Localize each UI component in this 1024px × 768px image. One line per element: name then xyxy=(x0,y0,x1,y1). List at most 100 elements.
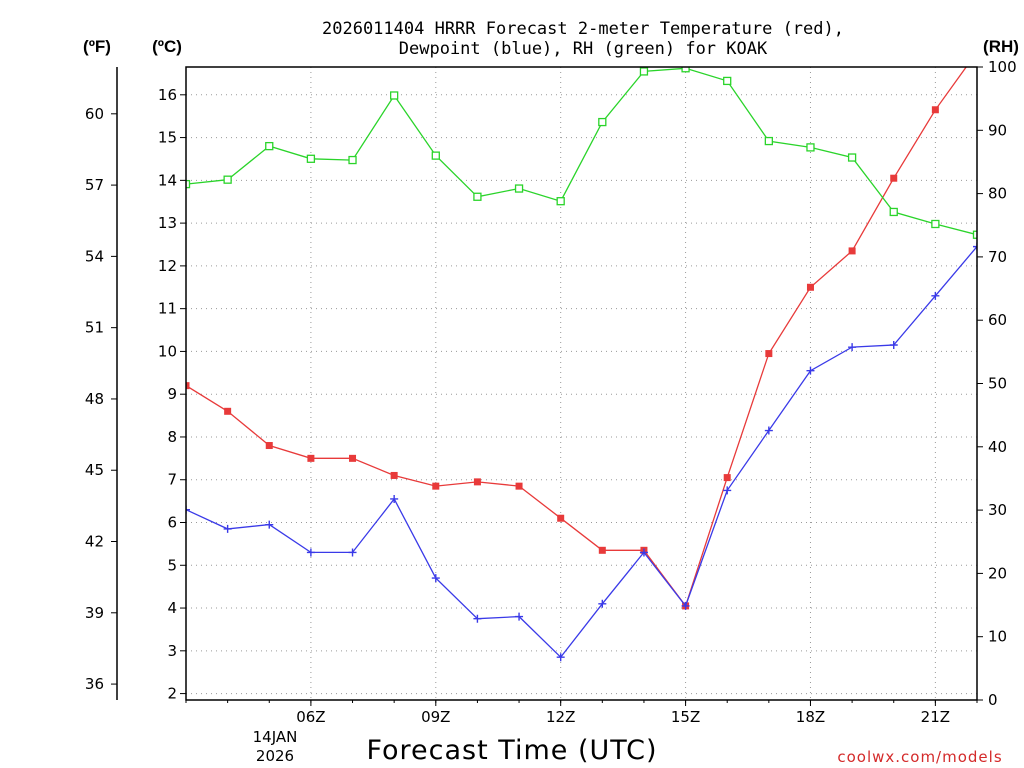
dewpoint-point xyxy=(639,548,648,557)
rh-point xyxy=(265,141,274,151)
celsius-tick-label: 8 xyxy=(167,428,177,446)
rh-point xyxy=(847,153,857,162)
dewpoint-point xyxy=(390,494,399,503)
dewpoint-point xyxy=(598,599,607,608)
plot-frame xyxy=(185,66,978,701)
rh-point xyxy=(681,67,690,73)
rh-unit-label: (RH) xyxy=(983,37,1019,56)
chart-title-line2: Dewpoint (blue), RH (green) for KOAK xyxy=(399,39,768,59)
dewpoint-point xyxy=(723,486,732,495)
date-day-label: 14JAN xyxy=(253,728,298,746)
rh-line xyxy=(186,67,977,236)
fahrenheit-tick-label: 54 xyxy=(85,247,104,265)
temperature-point xyxy=(806,283,814,291)
fahrenheit-tick-label: 45 xyxy=(85,461,104,479)
temperature-point xyxy=(186,382,190,390)
rh-point xyxy=(556,197,565,206)
celsius-tick-label: 3 xyxy=(167,642,177,660)
rh-point xyxy=(598,117,607,127)
temperature-point xyxy=(265,442,273,450)
dewpoint-point xyxy=(473,614,482,623)
rh-point xyxy=(348,155,357,165)
x-tick-label: 06Z xyxy=(296,708,325,726)
rh-point xyxy=(639,67,649,76)
temperature-point xyxy=(598,546,606,554)
date-year-label: 2026 xyxy=(256,747,294,765)
fahrenheit-tick-label: 60 xyxy=(85,105,104,123)
celsius-tick-label: 11 xyxy=(158,300,177,318)
celsius-tick-label: 7 xyxy=(167,471,177,489)
temperature-point xyxy=(931,106,939,114)
rh-tick-label: 50 xyxy=(988,375,1007,393)
dewpoint-point xyxy=(556,653,565,662)
rh-point xyxy=(390,91,399,100)
rh-tick-label: 0 xyxy=(988,691,998,709)
rh-tick-label: 10 xyxy=(988,628,1007,646)
dewpoint-point xyxy=(265,520,274,529)
rh-point xyxy=(889,207,898,217)
temperature-point xyxy=(307,454,315,462)
x-axis-label: Forecast Time (UTC) xyxy=(366,735,657,766)
celsius-tick-label: 14 xyxy=(158,171,177,189)
dewpoint-point xyxy=(848,343,857,352)
celsius-tick-label: 12 xyxy=(158,257,177,275)
rh-point xyxy=(723,76,732,86)
rh-point xyxy=(473,192,482,201)
rh-tick-label: 40 xyxy=(988,438,1007,456)
celsius-tick-label: 4 xyxy=(167,599,177,617)
temperature-point xyxy=(349,454,357,462)
x-tick-label: 18Z xyxy=(796,708,825,726)
rh-tick-label: 70 xyxy=(988,248,1007,266)
dewpoint-point xyxy=(223,524,232,533)
rh-tick-label: 20 xyxy=(988,564,1007,582)
rh-point xyxy=(972,230,977,239)
celsius-tick-label: 10 xyxy=(158,342,177,360)
fahrenheit-tick-label: 57 xyxy=(85,176,104,194)
temperature-point xyxy=(432,482,440,490)
dewpoint-point xyxy=(306,548,315,557)
dewpoint-point xyxy=(764,426,773,435)
dewpoint-point xyxy=(431,574,440,583)
celsius-tick-label: 9 xyxy=(167,385,177,403)
celsius-tick-label: 16 xyxy=(158,86,177,104)
dewpoint-point xyxy=(931,291,940,300)
dewpoint-point xyxy=(681,601,690,610)
temperature-line xyxy=(186,67,968,608)
temperature-point xyxy=(765,350,773,358)
fahrenheit-tick-label: 36 xyxy=(85,675,104,693)
dewpoint-point xyxy=(348,548,357,557)
temperature-point xyxy=(390,471,398,479)
celsius-tick-label: 13 xyxy=(158,214,177,232)
grid-lines xyxy=(186,67,977,700)
rh-point xyxy=(806,143,815,152)
rh-point xyxy=(431,151,440,160)
rh-tick-label: 90 xyxy=(988,121,1007,139)
temperature-point xyxy=(557,514,565,522)
temperature-point xyxy=(473,478,481,486)
dewpoint-point xyxy=(889,341,898,350)
rh-point xyxy=(931,219,940,229)
celsius-tick-label: 2 xyxy=(167,685,177,703)
fahrenheit-unit-label: (ºF) xyxy=(83,37,111,56)
fahrenheit-tick-label: 42 xyxy=(85,533,104,551)
temperature-point xyxy=(890,174,898,182)
data-series xyxy=(186,67,977,662)
fahrenheit-tick-label: 48 xyxy=(85,390,104,408)
credit-label: coolwx.com/models xyxy=(837,748,1002,766)
x-tick-label: 15Z xyxy=(671,708,700,726)
x-tick-label: 21Z xyxy=(921,708,950,726)
rh-tick-label: 60 xyxy=(988,311,1007,329)
fahrenheit-tick-label: 51 xyxy=(85,319,104,337)
chart-title-line1: 2026011404 HRRR Forecast 2-meter Tempera… xyxy=(322,19,844,39)
rh-tick-label: 100 xyxy=(988,58,1017,76)
rh-point xyxy=(764,136,773,146)
celsius-tick-label: 5 xyxy=(167,556,177,574)
rh-tick-label: 30 xyxy=(988,501,1007,519)
rh-point xyxy=(514,184,524,193)
dewpoint-point xyxy=(515,612,524,621)
rh-point xyxy=(186,179,191,189)
temperature-point xyxy=(723,474,731,482)
dewpoint-point xyxy=(806,366,815,375)
